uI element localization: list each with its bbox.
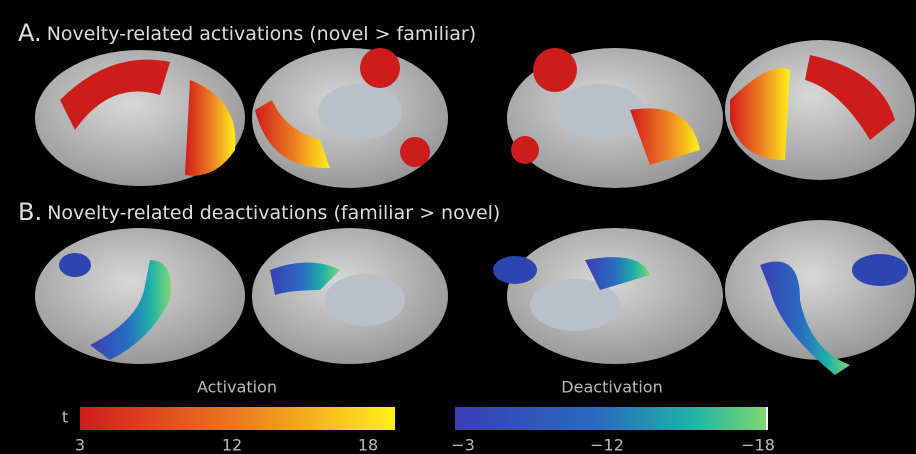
panel-title: A. Novelty-related activations (novel > … [18, 19, 476, 47]
colorbar-label: Activation [197, 378, 277, 397]
colorbar-tick: −12 [590, 436, 624, 454]
colorbar [455, 407, 768, 430]
colorbar [80, 407, 395, 430]
panel-title: B. Novelty-related deactivations (famili… [18, 198, 500, 226]
colorbar-label: Deactivation [561, 378, 662, 397]
colorbar-tick: 3 [75, 436, 85, 454]
colorbar-tick: 18 [358, 436, 378, 454]
brains-deactivation [35, 220, 915, 375]
brains-activation [35, 40, 915, 188]
colorbar-tick: −3 [451, 436, 475, 454]
colorbar-tick: −18 [741, 436, 775, 454]
colorbar-unit: t [62, 408, 68, 427]
colorbar-tick: 12 [222, 436, 242, 454]
